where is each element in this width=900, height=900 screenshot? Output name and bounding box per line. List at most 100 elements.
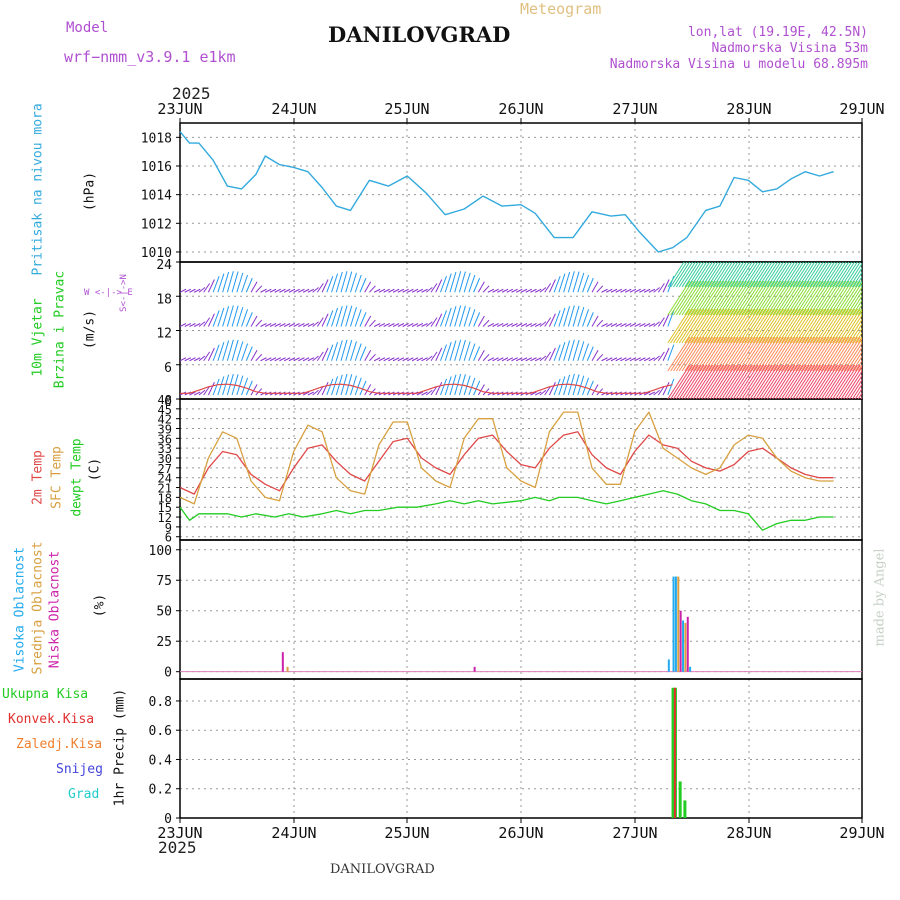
wind-barb xyxy=(511,323,518,327)
wind-barb xyxy=(236,341,244,361)
wind-barb xyxy=(712,308,736,344)
high-cloud-bar xyxy=(674,576,677,672)
wind-barb xyxy=(667,262,685,288)
wind-barb xyxy=(483,254,489,258)
wind-barb xyxy=(288,288,296,293)
wind-barb xyxy=(307,323,315,327)
wind-compass-we: W <-|-> E xyxy=(84,288,133,298)
wind-barb xyxy=(732,280,756,316)
wind-barb xyxy=(416,288,424,293)
wind-barb xyxy=(374,255,380,258)
wind-barb xyxy=(425,355,433,362)
wind-barb xyxy=(261,255,267,258)
wind-barb xyxy=(180,323,187,327)
wind-barb xyxy=(704,280,728,316)
wind-barb xyxy=(806,364,830,399)
wind-barb xyxy=(732,308,756,344)
wind-barb xyxy=(829,262,847,288)
wind-barb xyxy=(563,306,571,327)
wind-barb xyxy=(738,262,756,288)
wind-barb xyxy=(317,253,323,258)
wind-barb xyxy=(724,262,742,288)
wind-barb xyxy=(416,357,424,362)
wind-barb xyxy=(648,357,656,362)
wind-barb xyxy=(798,336,821,372)
wind-barb xyxy=(752,308,776,344)
wind-barb xyxy=(501,288,509,293)
wind-barb xyxy=(857,336,862,344)
wind-barb xyxy=(718,262,736,288)
wind-barb xyxy=(568,249,574,258)
wind-barb xyxy=(707,280,731,316)
wind-barb xyxy=(440,276,447,293)
wind-barb xyxy=(308,255,314,258)
wind-barb xyxy=(837,262,856,288)
wind-barb xyxy=(635,255,641,258)
wind-barb xyxy=(712,364,736,399)
wind-barb xyxy=(350,272,357,293)
wind-barb xyxy=(610,357,618,362)
wind-barb xyxy=(403,255,409,258)
wind-barb xyxy=(667,280,691,316)
wind-barb xyxy=(806,336,830,372)
wind-barb xyxy=(809,364,833,399)
wind-barb xyxy=(840,365,862,399)
wind-barb xyxy=(293,357,300,362)
wind-barb xyxy=(837,364,861,399)
wind-barb xyxy=(298,357,305,362)
wind-barb xyxy=(455,249,461,258)
wind-barb xyxy=(639,323,646,327)
wind-barb xyxy=(430,385,438,396)
wind-barb xyxy=(369,319,376,327)
wind-barb xyxy=(449,271,457,293)
wind-barb xyxy=(586,277,594,293)
wind-barb xyxy=(260,357,267,362)
mid-cloud-bar xyxy=(684,622,687,672)
wind-barb xyxy=(226,305,234,327)
wind-barb xyxy=(430,351,438,362)
wind-barb xyxy=(769,280,793,316)
low-cloud-bar xyxy=(281,652,284,672)
wind-barb xyxy=(860,284,862,288)
wind-barb xyxy=(675,336,699,372)
wind-barb xyxy=(237,250,243,258)
wind-barb xyxy=(198,287,206,293)
wind-barb xyxy=(832,336,856,372)
wind-barb xyxy=(326,378,334,396)
low-cloud-bar xyxy=(473,666,476,672)
wind-barb xyxy=(340,339,348,361)
wind-barb xyxy=(544,351,552,362)
wind-barb xyxy=(193,357,201,362)
day-label-top: 26JUN xyxy=(498,100,543,118)
wind-barb xyxy=(583,250,589,258)
wind-barb xyxy=(279,255,285,258)
wind-barb xyxy=(860,396,862,399)
wind-barb xyxy=(564,249,570,258)
wind-barb xyxy=(436,252,442,258)
wind-barb xyxy=(860,340,862,344)
wind-barb xyxy=(803,364,827,399)
wind-barb xyxy=(823,364,847,399)
wind-barb xyxy=(294,255,300,258)
wind-barb xyxy=(704,262,722,288)
wind-barb xyxy=(792,364,816,399)
wind-barb xyxy=(795,364,819,399)
wind-barb xyxy=(818,280,841,316)
wind-barb xyxy=(670,364,694,399)
wind-barb xyxy=(180,255,186,258)
wind-barb xyxy=(454,339,462,361)
wind-barb xyxy=(525,357,532,362)
wind-barb xyxy=(852,271,862,288)
wind-barb xyxy=(383,288,390,293)
wind-barb xyxy=(530,323,537,327)
wind-barb xyxy=(835,308,858,344)
wind-barb xyxy=(667,308,691,344)
wind-barb xyxy=(789,308,813,344)
wind-barb xyxy=(843,314,862,344)
wind-barb xyxy=(226,271,234,293)
wind-barb xyxy=(222,340,230,361)
wind-barb xyxy=(539,355,547,362)
wind-barb xyxy=(852,299,862,316)
wind-barb xyxy=(738,280,762,316)
wind-barb xyxy=(715,364,739,399)
